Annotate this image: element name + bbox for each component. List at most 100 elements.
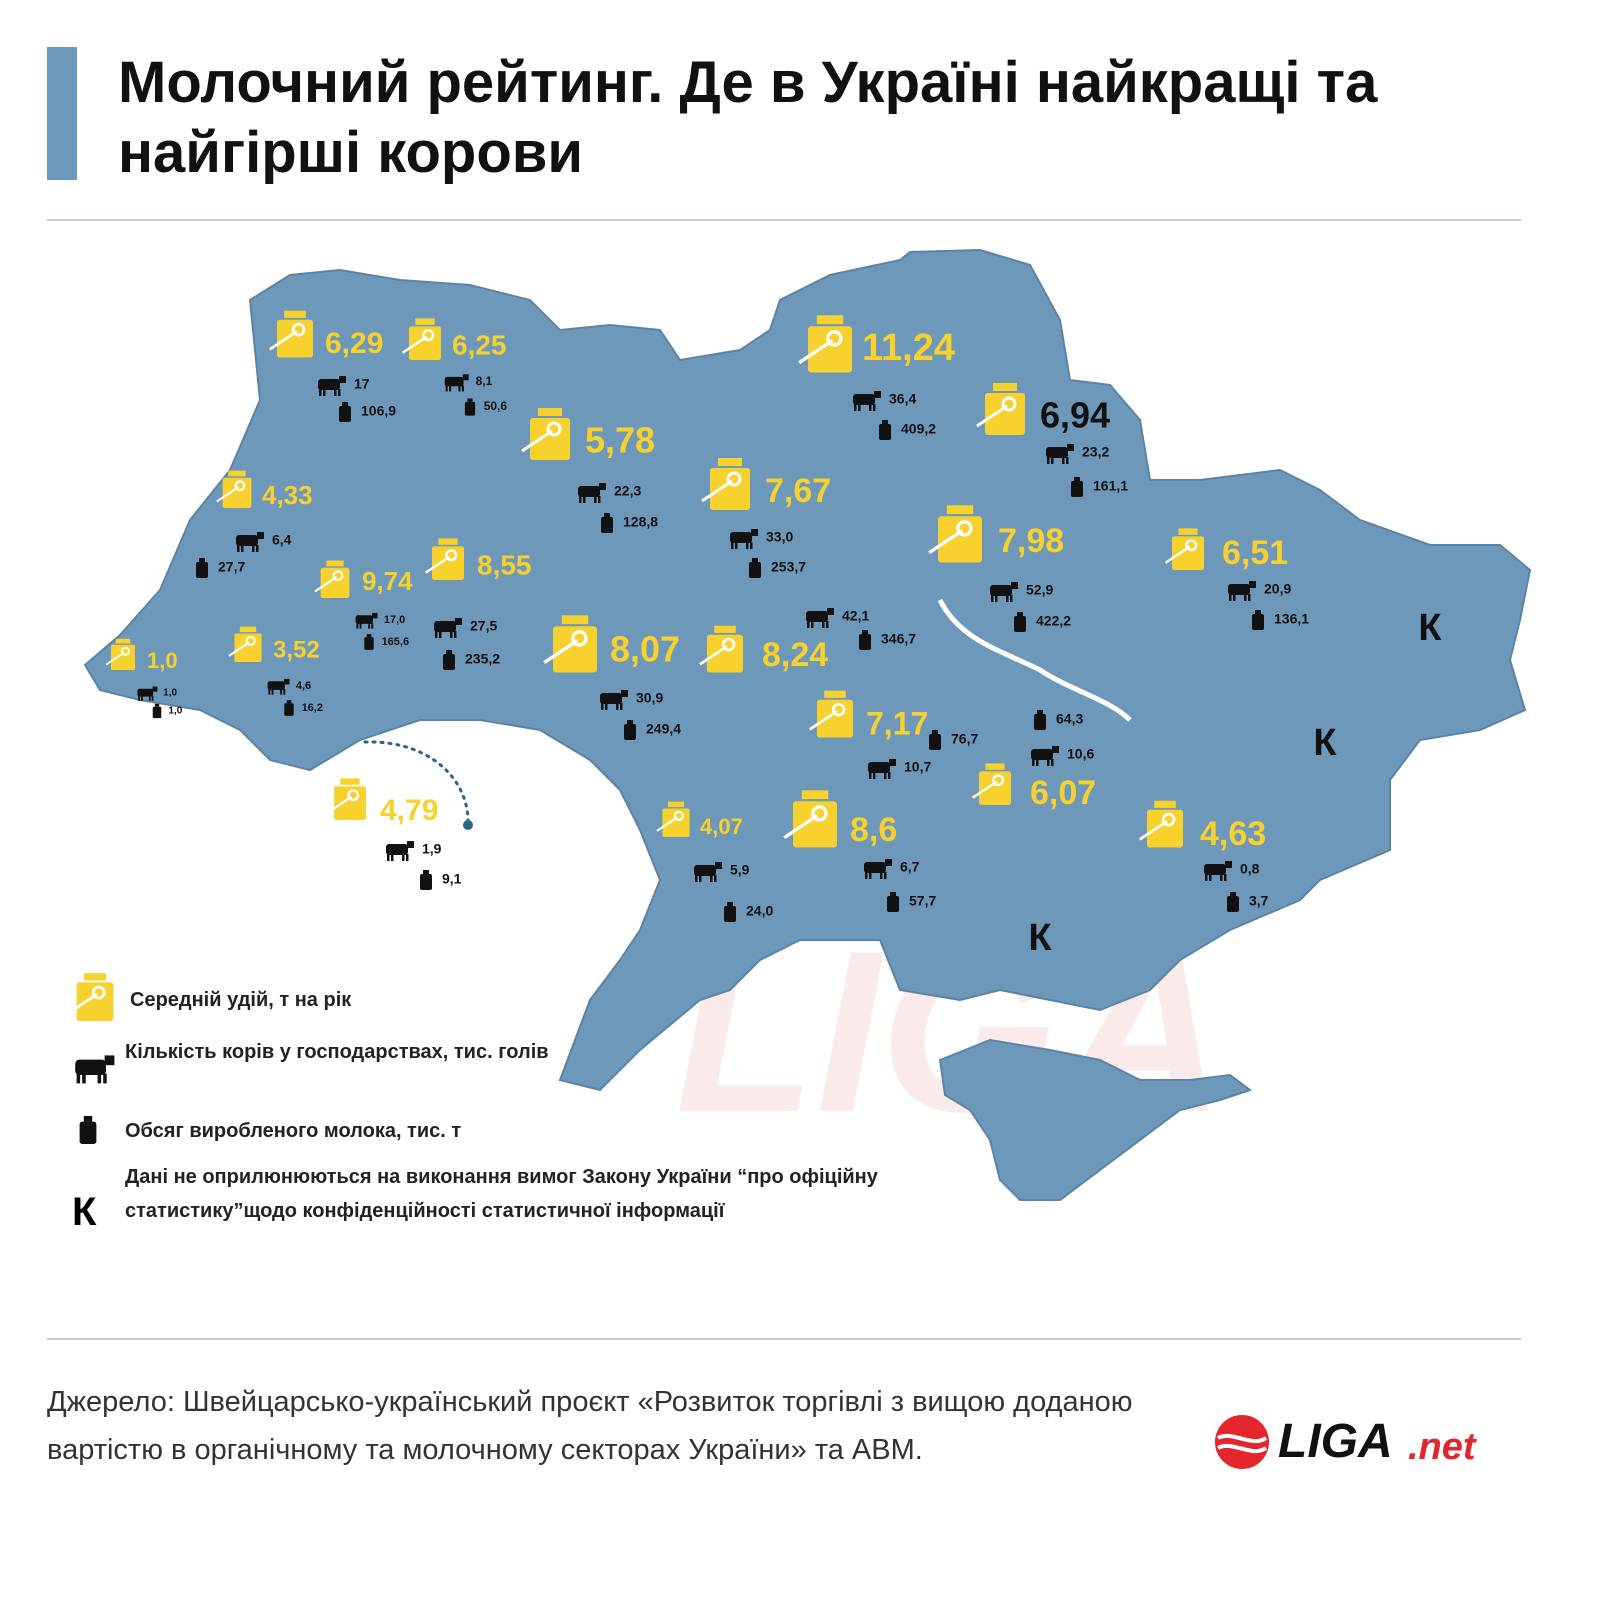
bottle-body [1252,614,1264,630]
cow-head [152,686,158,692]
cow-body [730,532,752,543]
bottle-cap [627,720,633,724]
yield-value: 11,24 [862,327,955,369]
bottle-icon [284,700,294,716]
bottle-icon [152,703,162,719]
bottle-body [1014,616,1026,632]
yield-value: 7,17 [866,705,928,741]
cows-value: 36,4 [889,391,916,407]
can-lid [993,383,1017,391]
can-ladle [1139,820,1168,841]
cows-value: 8,1 [476,374,493,388]
milk-value: 9,1 [442,871,462,887]
yield-value: 8,55 [477,549,532,580]
bottle-body [152,706,162,719]
milk-can-icon [928,505,982,563]
cow-leg [746,542,749,549]
cow-leg [1047,457,1050,464]
can-ladle-head [1001,396,1017,412]
bottle-body [464,401,476,416]
cow-leg [1224,874,1227,881]
cow-leg [991,595,994,602]
cow-leg [1006,595,1009,602]
bottle-cap [1037,710,1043,714]
cow-leg [371,623,374,629]
logo: LIGA .net [1212,1412,1522,1472]
cow-body [864,862,886,873]
cow-leg [1233,594,1236,601]
cows-value: 10,7 [904,759,931,775]
milk-value: 3,7 [1249,893,1269,909]
confidential-mark: К [1028,917,1052,959]
cow-icon [806,608,834,628]
can-ladle [971,780,998,799]
cows-value: 52,9 [1026,582,1053,598]
cow-head [372,612,378,619]
cow-leg [283,689,286,695]
can-lid [801,790,829,800]
yield-value: 3,52 [273,636,320,663]
cow-leg [695,875,698,882]
cow-head [455,618,462,625]
cows-value: 6,7 [900,859,920,875]
cow-body [267,681,285,690]
cow-leg [271,689,274,695]
cow-leg [439,631,442,638]
bottle-body [624,724,636,740]
milk-value: 161,1 [1093,478,1128,494]
cow-leg [323,389,326,396]
milk-can-icon [656,801,690,837]
bottle-body [879,424,891,440]
cow-body [868,762,890,773]
cow-icon [386,841,414,861]
can-ladle-head [726,471,742,487]
cow-leg [338,389,341,396]
can-lid [228,470,246,477]
milk-can-icon [401,318,441,360]
cows-value: 27,5 [470,618,497,634]
bottle-icon [879,420,891,440]
cows-value: 0,8 [1240,861,1260,877]
milk-can-icon [971,763,1011,805]
can-ladle [809,710,838,731]
bottle-body [749,562,761,578]
yield-value: 6,29 [325,327,383,360]
cow-leg [710,875,713,882]
cows-value: 4,6 [296,680,311,692]
bottle-cap [932,730,938,734]
bottle-cap [862,630,868,634]
cow-leg [103,1073,107,1084]
can-lid [946,505,974,515]
yield-value: 7,67 [765,472,831,510]
bottle-body [443,654,455,670]
confidential-mark: К [1418,607,1442,649]
cow-leg [138,695,140,701]
can-lid [284,310,306,318]
can-ladle [798,339,834,364]
yield-value: 6,51 [1222,534,1288,572]
cow-head [407,841,414,848]
cows-value: 6,4 [272,532,292,548]
title: Молочний рейтинг. Де в Україні найкращі … [118,50,1378,185]
cow-leg [601,703,604,710]
can-ladle [228,641,250,657]
cow-leg [256,545,259,552]
cow-icon [730,529,758,549]
cow-head [889,759,896,766]
can-ladle [543,639,579,664]
yield-value: 4,33 [262,480,313,510]
cow-leg [252,545,255,552]
can-ladle-head [1161,812,1176,827]
logo-mark [1215,1415,1269,1469]
milk-value: 235,2 [465,651,500,667]
cow-leg [237,545,240,552]
cow-leg [151,695,154,701]
bottle-body [929,734,941,750]
milk-value: 165,6 [382,636,410,648]
cow-head [339,376,346,383]
cow-leg [620,703,623,710]
milk-value: 50,6 [484,399,508,413]
bottle-icon [601,513,613,533]
crimea [938,1038,1253,1201]
cows-value: 30,9 [636,690,663,706]
